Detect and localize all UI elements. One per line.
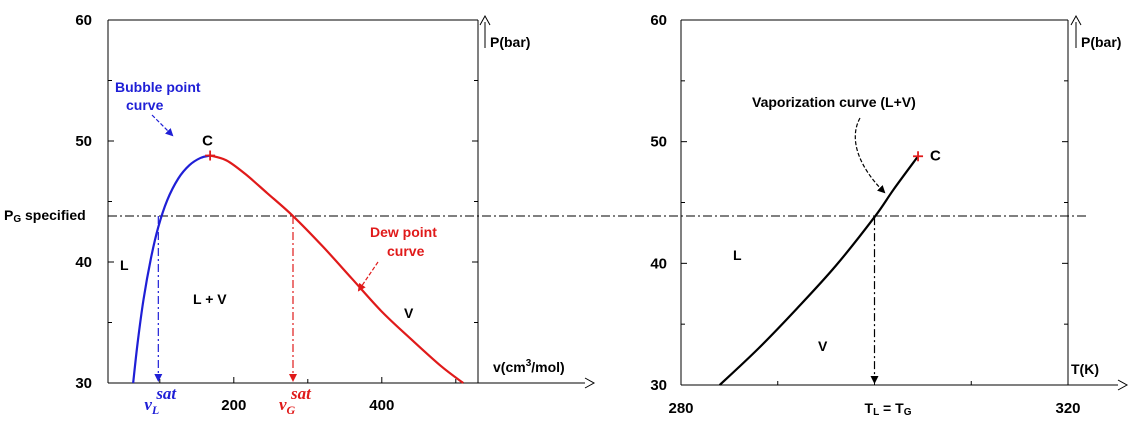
vL-sat-superscript: sat	[155, 384, 177, 403]
region-L-right: L	[733, 247, 742, 263]
left-p-axis-arrow-icon	[479, 14, 491, 26]
vaporization-curve	[718, 155, 919, 386]
right-x-axis-label: T(K)	[1071, 361, 1099, 377]
region-V-left: V	[404, 305, 414, 321]
critical-point-marker-right	[913, 151, 924, 162]
vaporization-curve-label: Vaporization curve (L+V)	[752, 94, 916, 110]
right-y-axis-label: P(bar)	[1081, 34, 1121, 50]
critical-point-label-left: C	[202, 133, 213, 150]
right-x-ticks: 280 320	[668, 379, 1081, 417]
bubble-label-line1: Bubble point	[115, 79, 201, 95]
right-p-axis-arrow-icon	[1070, 14, 1082, 26]
vG-sat-superscript: sat	[290, 384, 312, 403]
dew-label-line1: Dew point	[370, 224, 437, 240]
left-y-tick-label: 30	[75, 375, 92, 392]
right-y-ticks: 30 40 50 60	[650, 12, 1068, 394]
dew-label-pointer	[357, 261, 379, 292]
right-x-tick-label: 280	[668, 400, 693, 417]
region-LV: L + V	[193, 291, 227, 307]
dew-label-line2: curve	[387, 243, 425, 259]
vaporization-curve-pointer	[854, 117, 886, 194]
left-y-axis-label: P(bar)	[490, 34, 530, 50]
left-y-ticks: 30 40 50 60	[75, 12, 478, 392]
vG-sat-label: vG	[279, 395, 296, 417]
pressure-specified-label: PG specified	[4, 207, 86, 225]
left-y-tick-label: 60	[75, 12, 92, 29]
left-y-tick-label: 40	[75, 254, 92, 271]
TL-equals-TG-label: TL = TG	[865, 400, 912, 418]
bubble-label-line2: curve	[126, 97, 164, 113]
left-y-tick-label: 50	[75, 133, 92, 150]
region-L-left: L	[120, 257, 129, 273]
dew-point-curve	[209, 154, 464, 384]
left-x-tick-label: 200	[221, 397, 246, 414]
bubble-label-pointer	[151, 114, 174, 137]
right-y-tick-label: 50	[650, 134, 667, 151]
left-x-ticks: 200 400	[159, 377, 457, 414]
critical-point-marker-left	[205, 150, 216, 161]
right-x-tick-label: 320	[1055, 400, 1080, 417]
vL-sat-label: vL	[144, 395, 159, 417]
left-x-axis-label: v(cm3/mol)	[493, 358, 565, 375]
region-V-right: V	[818, 338, 828, 354]
right-chart: 30 40 50 60 280 320 C Vaporization curve (L+…	[650, 12, 1129, 418]
left-x-tick-label: 400	[369, 397, 394, 414]
left-x-axis-arrow-icon	[584, 377, 596, 389]
critical-point-label-right: C	[930, 147, 941, 164]
right-y-tick-label: 40	[650, 255, 667, 272]
bubble-point-curve	[132, 154, 211, 384]
left-chart: 30 40 50 60 200 400 C Bubble point curve Dew…	[4, 12, 1087, 417]
right-y-tick-label: 30	[650, 377, 667, 394]
right-x-axis-arrow-icon	[1117, 379, 1129, 391]
right-y-tick-label: 60	[650, 12, 667, 29]
